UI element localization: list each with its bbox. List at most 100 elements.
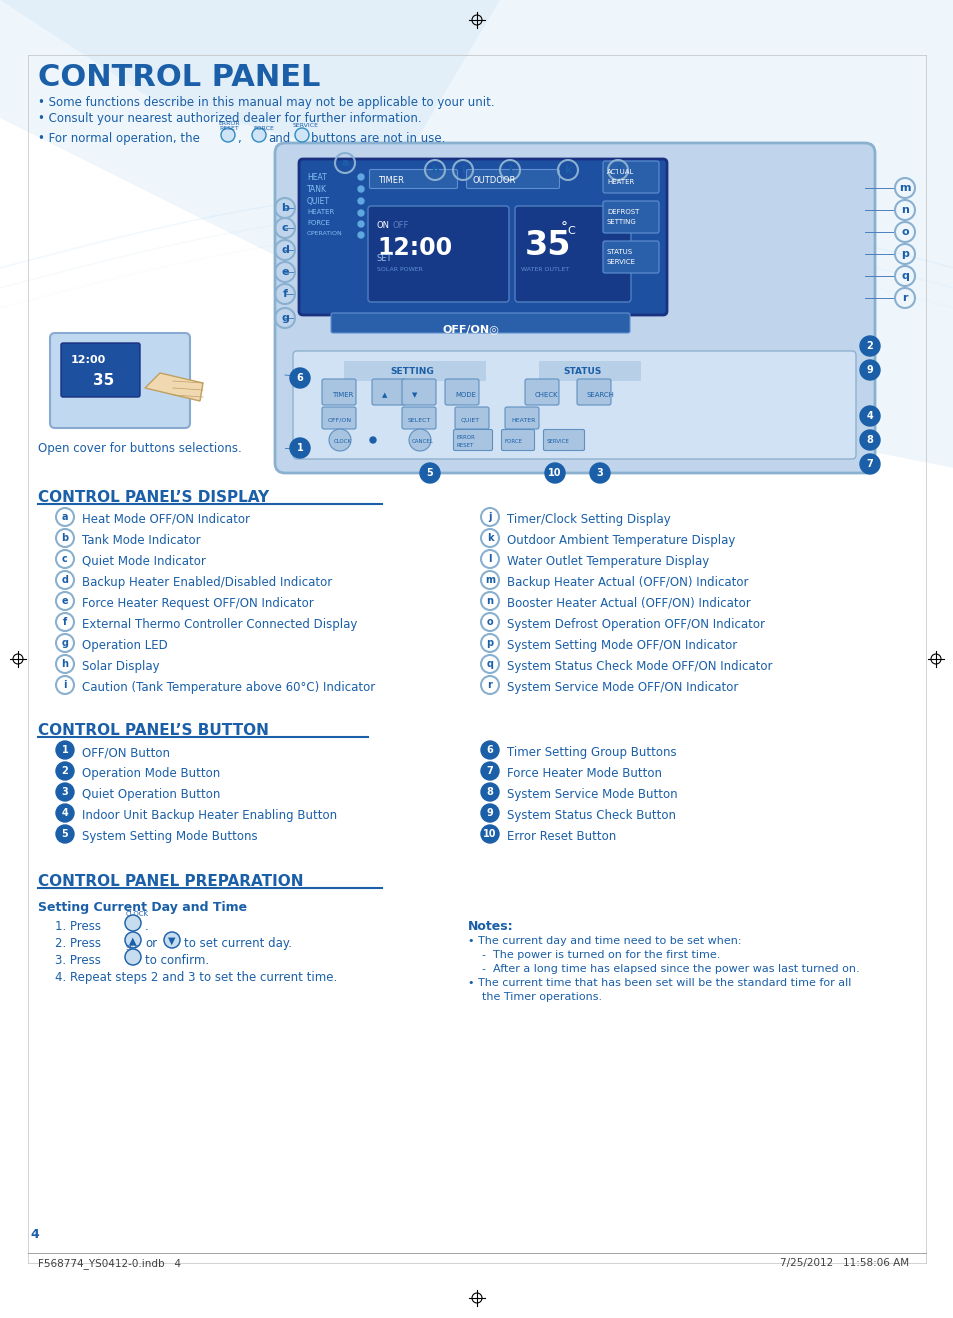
Text: .: . bbox=[145, 920, 149, 933]
FancyBboxPatch shape bbox=[602, 161, 659, 192]
Text: SET: SET bbox=[376, 254, 392, 264]
Text: c: c bbox=[281, 223, 288, 233]
Text: r: r bbox=[902, 293, 907, 303]
Text: m: m bbox=[899, 183, 910, 192]
Text: Operation LED: Operation LED bbox=[82, 639, 168, 652]
Text: DEFROST: DEFROST bbox=[606, 210, 639, 215]
FancyBboxPatch shape bbox=[453, 430, 492, 451]
Circle shape bbox=[357, 210, 364, 216]
Text: Booster Heater Actual (OFF/ON) Indicator: Booster Heater Actual (OFF/ON) Indicator bbox=[506, 597, 750, 610]
Text: or: or bbox=[145, 937, 157, 950]
Text: System Setting Mode OFF/ON Indicator: System Setting Mode OFF/ON Indicator bbox=[506, 639, 737, 652]
Text: 8: 8 bbox=[865, 435, 873, 445]
Text: 9: 9 bbox=[865, 365, 872, 376]
Text: 8: 8 bbox=[486, 787, 493, 797]
Text: and: and bbox=[268, 132, 290, 145]
FancyBboxPatch shape bbox=[322, 407, 355, 428]
Text: f: f bbox=[282, 289, 287, 299]
Text: 12:00: 12:00 bbox=[376, 236, 452, 260]
Circle shape bbox=[589, 463, 609, 482]
Text: Error Reset Button: Error Reset Button bbox=[506, 830, 616, 844]
Text: OPERATION: OPERATION bbox=[307, 231, 342, 236]
Text: to set current day.: to set current day. bbox=[184, 937, 292, 950]
Circle shape bbox=[480, 783, 498, 801]
Circle shape bbox=[56, 783, 74, 801]
Text: FORCE: FORCE bbox=[253, 127, 274, 130]
Text: SERVICE: SERVICE bbox=[546, 439, 569, 444]
Text: System Service Mode Button: System Service Mode Button bbox=[506, 788, 677, 801]
Text: 4: 4 bbox=[62, 808, 69, 818]
FancyBboxPatch shape bbox=[61, 343, 140, 397]
Text: Water Outlet Temperature Display: Water Outlet Temperature Display bbox=[506, 555, 708, 568]
Circle shape bbox=[480, 825, 498, 844]
FancyBboxPatch shape bbox=[293, 351, 855, 459]
Text: FORCE: FORCE bbox=[504, 439, 522, 444]
Circle shape bbox=[859, 406, 879, 426]
Text: 2: 2 bbox=[865, 341, 872, 351]
Text: CONTROL PANEL: CONTROL PANEL bbox=[38, 63, 320, 92]
FancyBboxPatch shape bbox=[455, 407, 489, 428]
Circle shape bbox=[164, 932, 180, 948]
Text: C: C bbox=[566, 225, 574, 236]
Text: r: r bbox=[487, 680, 492, 691]
Text: 2: 2 bbox=[62, 766, 69, 776]
Text: Quiet Mode Indicator: Quiet Mode Indicator bbox=[82, 555, 206, 568]
Text: h: h bbox=[61, 659, 69, 670]
Text: HEATER: HEATER bbox=[511, 418, 535, 423]
Text: Open cover for buttons selections.: Open cover for buttons selections. bbox=[38, 442, 241, 455]
Text: HEAT: HEAT bbox=[307, 173, 327, 182]
Text: RESET: RESET bbox=[456, 443, 474, 448]
Text: g: g bbox=[61, 638, 69, 648]
Text: Force Heater Mode Button: Force Heater Mode Button bbox=[506, 767, 661, 780]
Text: n: n bbox=[486, 596, 493, 606]
Text: 4: 4 bbox=[865, 411, 872, 420]
Text: ERROR: ERROR bbox=[218, 121, 239, 127]
Text: buttons are not in use.: buttons are not in use. bbox=[311, 132, 445, 145]
Text: e: e bbox=[62, 596, 69, 606]
Text: SERVICE: SERVICE bbox=[293, 123, 318, 128]
Text: HEATER: HEATER bbox=[606, 179, 634, 185]
Circle shape bbox=[357, 221, 364, 227]
Text: TIMER: TIMER bbox=[377, 177, 403, 185]
Circle shape bbox=[329, 428, 351, 451]
Text: SET: SET bbox=[126, 945, 139, 952]
Text: 1. Press: 1. Press bbox=[55, 920, 101, 933]
Circle shape bbox=[125, 915, 141, 931]
Circle shape bbox=[125, 932, 141, 948]
Text: j: j bbox=[508, 165, 512, 175]
Circle shape bbox=[56, 804, 74, 822]
Text: Outdoor Ambient Temperature Display: Outdoor Ambient Temperature Display bbox=[506, 534, 735, 547]
Text: • For normal operation, the: • For normal operation, the bbox=[38, 132, 200, 145]
Text: System Defrost Operation OFF/ON Indicator: System Defrost Operation OFF/ON Indicato… bbox=[506, 618, 764, 631]
Text: CLOCK: CLOCK bbox=[126, 911, 149, 917]
Text: 9: 9 bbox=[486, 808, 493, 818]
Text: Force Heater Request OFF/ON Indicator: Force Heater Request OFF/ON Indicator bbox=[82, 597, 314, 610]
Text: Setting Current Day and Time: Setting Current Day and Time bbox=[38, 902, 247, 913]
Circle shape bbox=[357, 174, 364, 181]
Text: CANCEL: CANCEL bbox=[412, 439, 434, 444]
Text: the Timer operations.: the Timer operations. bbox=[468, 992, 601, 1002]
Text: to confirm.: to confirm. bbox=[145, 954, 209, 967]
Circle shape bbox=[357, 186, 364, 192]
FancyBboxPatch shape bbox=[515, 206, 630, 302]
Circle shape bbox=[859, 336, 879, 356]
Circle shape bbox=[125, 949, 141, 965]
Text: 3: 3 bbox=[596, 468, 602, 478]
Text: d: d bbox=[61, 575, 69, 585]
Text: b: b bbox=[61, 532, 69, 543]
Text: h: h bbox=[431, 165, 438, 175]
Text: ACTUAL: ACTUAL bbox=[606, 169, 634, 175]
FancyBboxPatch shape bbox=[543, 430, 584, 451]
FancyBboxPatch shape bbox=[444, 380, 478, 405]
Text: c: c bbox=[62, 554, 68, 564]
Text: i: i bbox=[63, 680, 67, 691]
Text: Backup Heater Enabled/Disabled Indicator: Backup Heater Enabled/Disabled Indicator bbox=[82, 576, 332, 589]
Text: e: e bbox=[281, 268, 289, 277]
Text: ,: , bbox=[236, 132, 240, 145]
Text: Quiet Operation Button: Quiet Operation Button bbox=[82, 788, 220, 801]
Text: External Thermo Controller Connected Display: External Thermo Controller Connected Dis… bbox=[82, 618, 357, 631]
Text: Indoor Unit Backup Heater Enabling Button: Indoor Unit Backup Heater Enabling Butto… bbox=[82, 809, 336, 822]
Text: 5: 5 bbox=[62, 829, 69, 840]
Text: FORCE: FORCE bbox=[307, 220, 330, 225]
Circle shape bbox=[480, 762, 498, 780]
